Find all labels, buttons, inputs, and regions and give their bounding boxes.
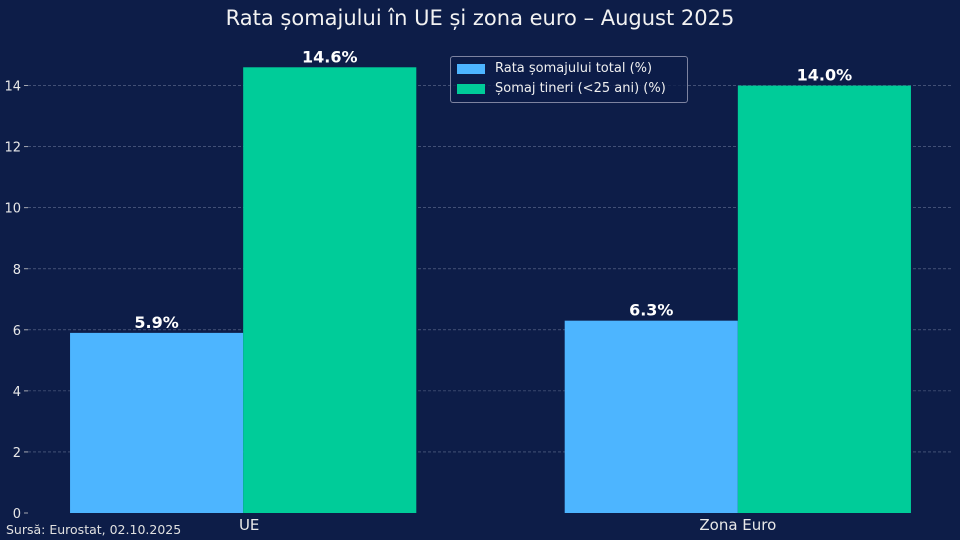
legend-item-youth: Șomaj tineri (<25 ani) (%) [457,81,666,96]
legend-label-total: Rata șomajului total (%) [495,61,653,76]
bar-youth [243,67,417,514]
bar-total [564,320,738,513]
x-tick-label: Zona Euro [699,516,776,534]
data-label: 14.6% [302,47,358,66]
legend-swatch-youth [457,83,485,94]
y-tick-label: 2 [13,446,21,461]
y-tick-label: 10 [4,202,21,217]
legend-item-total: Rata șomajului total (%) [457,61,652,76]
chart-title: Rata șomajului în UE și zona euro – Augu… [225,6,735,30]
y-tick-label: 4 [13,385,21,400]
y-tick-label: 12 [4,141,21,156]
source-note: Sursă: Eurostat, 02.10.2025 [6,522,182,537]
y-tick-label: 8 [13,263,21,278]
y-tick-label: 0 [13,507,21,522]
legend-swatch-total [457,63,485,74]
bar-youth [737,85,911,514]
bar-total [70,332,244,513]
legend-label-youth: Șomaj tineri (<25 ani) (%) [495,81,666,96]
y-tick-label: 6 [13,324,21,339]
data-label: 6.3% [629,301,673,320]
y-tick-label: 14 [4,80,21,95]
legend: Rata șomajului total (%) Șomaj tineri (<… [450,56,688,103]
data-label: 14.0% [797,66,853,85]
x-tick-label: UE [239,516,259,534]
data-label: 5.9% [134,313,178,332]
